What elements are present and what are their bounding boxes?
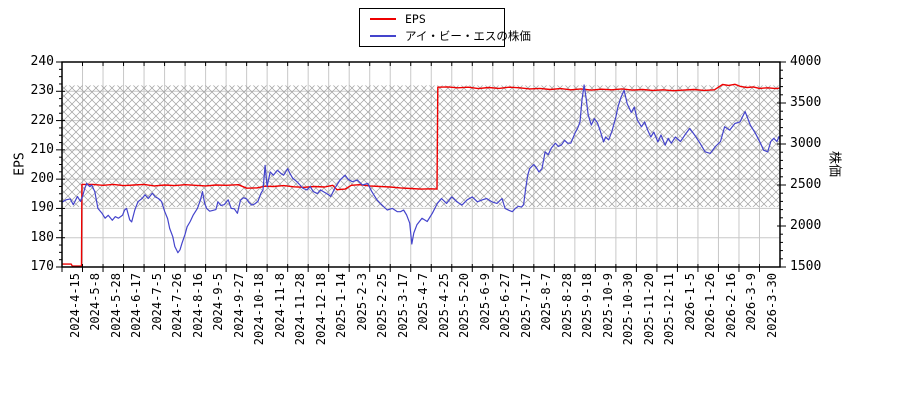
x-axis-tick-label: 2024-4-15 [67, 273, 82, 339]
legend: EPS アイ・ビー・エスの株価 [359, 8, 531, 47]
right-axis-tick-label: 2500 [790, 177, 822, 192]
x-axis-tick-label: 2025-7-17 [518, 273, 533, 339]
x-axis-tick-label: 2025-10-30 [621, 273, 636, 346]
stock-price-line-swatch [370, 34, 396, 37]
left-axis-tick-label: 170 [30, 259, 54, 274]
eps-line [62, 83, 781, 267]
x-axis-tick-label: 2025-2-25 [375, 273, 390, 339]
x-axis-tick-label: 2025-4-25 [436, 273, 451, 339]
legend-label-stock-price: アイ・ビー・エスの株価 [405, 28, 531, 43]
x-axis-tick-label: 2024-10-18 [252, 273, 267, 346]
x-axis-tick-label: 2025-6-9 [477, 273, 492, 331]
x-axis-tick-label: 2026-2-16 [723, 273, 738, 339]
x-axis-tick-label: 2025-4-7 [416, 273, 431, 331]
x-axis-tick-label: 2025-2-3 [354, 273, 369, 331]
x-axis-tick-label: 2024-5-28 [108, 273, 123, 339]
left-axis-tick-label: 220 [30, 112, 54, 128]
left-axis-tick-label: 240 [30, 54, 54, 69]
x-axis-tick-label: 2024-7-5 [149, 273, 164, 331]
legend-label-eps: EPS [405, 12, 426, 27]
x-axis-tick-label: 2025-3-17 [395, 273, 410, 339]
stock-price-line [61, 84, 781, 254]
x-axis-tick-label: 2025-10-9 [600, 273, 615, 339]
left-axis-tick-label: 180 [30, 229, 54, 245]
x-axis-tick-label: 2026-3-30 [764, 273, 779, 339]
x-axis-tick-label: 2025-5-20 [457, 273, 472, 339]
right-axis-tick-label: 1500 [790, 259, 822, 274]
left-axis-tick-label: 200 [30, 171, 54, 187]
x-axis-tick-label: 2025-12-11 [662, 273, 677, 346]
x-axis-tick-label: 2025-11-20 [641, 273, 656, 346]
x-axis-tick-label: 2025-8-28 [559, 273, 574, 339]
left-axis-tick-label: 210 [30, 141, 54, 157]
left-axis-tick-label: 190 [30, 200, 54, 216]
x-axis-tick-label: 2024-5-8 [88, 273, 102, 331]
right-axis-title: 株価 [826, 150, 842, 178]
left-axis-title: EPS [12, 152, 28, 176]
x-axis-tick-label: 2025-1-14 [334, 273, 349, 339]
right-axis-tick-label: 2000 [790, 218, 822, 233]
x-axis-tick-label: 2024-9-27 [231, 273, 246, 339]
x-axis-tick-label: 2026-1-26 [703, 273, 718, 339]
x-axis-tick-label: 2024-6-17 [129, 273, 144, 339]
x-axis-tick-label: 2024-8-16 [190, 273, 205, 339]
right-axis-tick-label: 4000 [790, 54, 822, 69]
right-axis-tick-label: 3000 [790, 136, 822, 151]
legend-entry-eps: EPS [360, 11, 504, 27]
tick-marks [56, 61, 786, 272]
x-axis-tick-label: 2025-8-7 [539, 273, 554, 331]
x-axis-tick-label: 2025-9-18 [580, 273, 595, 339]
x-axis-tick-label: 2024-12-18 [313, 273, 328, 346]
right-axis-tick-label: 3500 [790, 95, 822, 110]
x-axis-tick-label: 2026-1-5 [682, 273, 697, 331]
eps-line-swatch [370, 18, 396, 21]
x-axis-tick-label: 2024-9-5 [211, 273, 226, 331]
x-axis-tick-label: 2024-11-28 [293, 273, 308, 346]
x-axis-tick-label: 2024-7-26 [170, 273, 185, 339]
x-axis-tick-label: 2024-11-8 [272, 273, 287, 339]
legend-entry-stock-price: アイ・ビー・エスの株価 [360, 28, 531, 44]
x-axis-tick-label: 2026-3-9 [744, 273, 759, 331]
x-axis-tick-label: 2025-6-27 [498, 273, 513, 339]
left-axis-tick-label: 230 [30, 83, 54, 99]
hatch-band [62, 85, 780, 207]
